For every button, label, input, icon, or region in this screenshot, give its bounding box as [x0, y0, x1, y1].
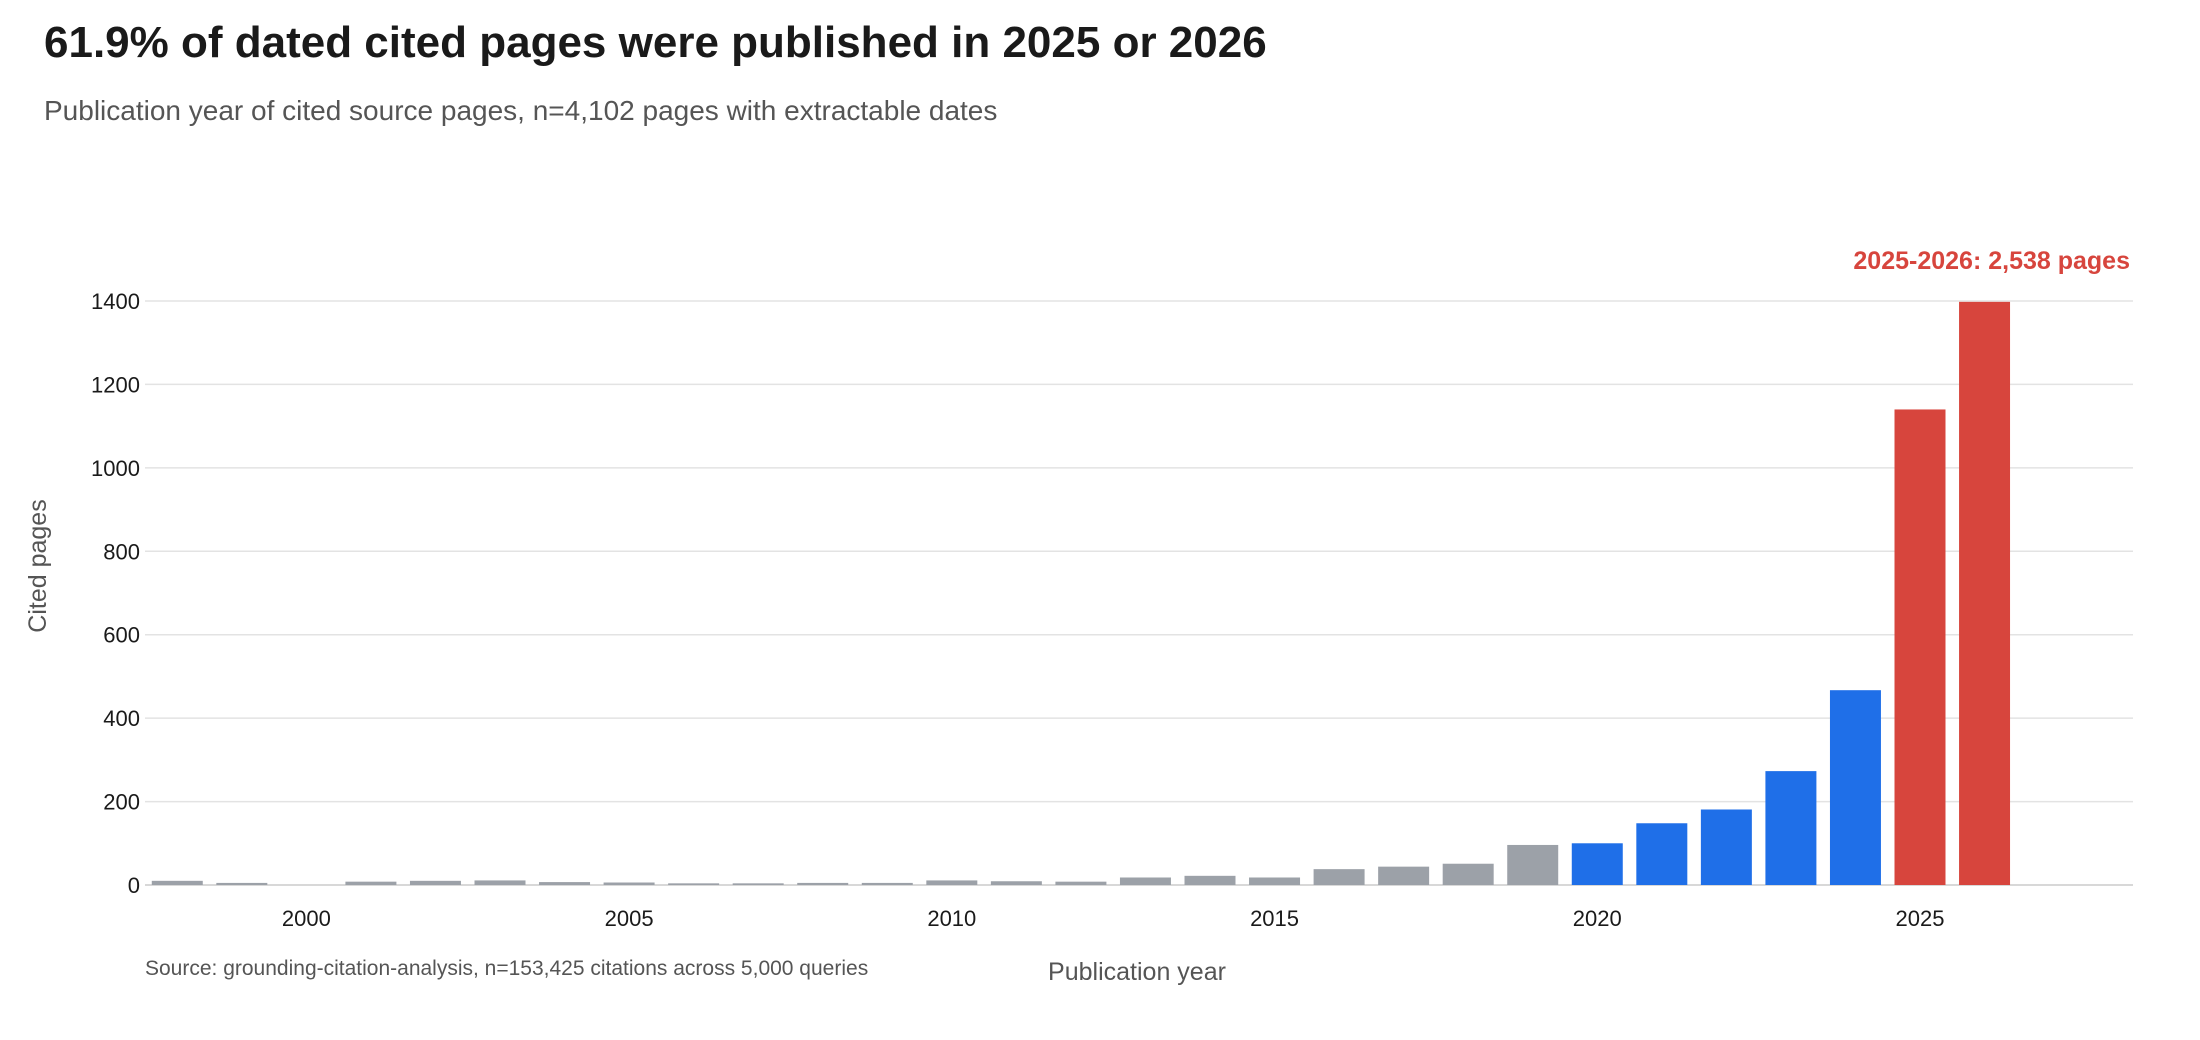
bar-2021	[1636, 823, 1688, 885]
x-tick-label: 2025	[1896, 906, 1945, 931]
y-tick-label: 0	[128, 873, 140, 898]
x-tick-label: 2000	[282, 906, 331, 931]
y-tick-label: 600	[103, 623, 140, 648]
bar-2026	[1959, 301, 2011, 885]
bar-2010	[926, 880, 978, 885]
bar-2002	[409, 880, 461, 885]
bar-2006	[668, 883, 720, 885]
bar-2003	[474, 880, 526, 885]
bar-2015	[1249, 877, 1301, 885]
y-axis-title: Cited pages	[24, 499, 52, 632]
x-tick-label: 2020	[1573, 906, 1622, 931]
y-tick-label: 200	[103, 790, 140, 815]
bar-2004	[539, 882, 591, 885]
bar-2020	[1571, 843, 1623, 885]
x-axis-ticks: 2000 2005 2010 2015 2020 2025	[282, 906, 1945, 931]
bar-2024	[1829, 690, 1881, 885]
bar-2007	[732, 883, 784, 885]
bar-2009	[861, 882, 913, 885]
y-axis-ticks: 0 200 400 600 800 1000 1200 1400	[91, 289, 140, 898]
bars	[151, 301, 2011, 885]
bar-2022	[1700, 809, 1752, 885]
y-tick-label: 1200	[91, 372, 140, 397]
bar-2023	[1765, 771, 1817, 885]
bar-2012	[1055, 881, 1107, 885]
bar-2019	[1507, 844, 1559, 885]
bar-2001	[345, 881, 397, 885]
bar-1999	[216, 882, 268, 885]
y-tick-label: 800	[103, 539, 140, 564]
bar-1998	[151, 880, 203, 885]
bar-2016	[1313, 869, 1365, 885]
bar-2018	[1442, 863, 1494, 885]
bar-2017	[1378, 866, 1430, 885]
gridlines	[145, 300, 2133, 886]
bar-2011	[990, 881, 1042, 885]
bar-2008	[797, 882, 849, 885]
y-tick-label: 1400	[91, 289, 140, 314]
bar-2013	[1119, 877, 1171, 885]
bar-2014	[1184, 875, 1236, 885]
x-tick-label: 2005	[605, 906, 654, 931]
bar-2005	[603, 882, 655, 885]
x-axis-title: Publication year	[1048, 958, 1226, 986]
annotation-label: 2025-2026: 2,538 pages	[1853, 247, 2130, 275]
y-tick-label: 400	[103, 706, 140, 731]
bar-2025	[1894, 409, 1946, 885]
y-tick-label: 1000	[91, 456, 140, 481]
chart-subtitle: Publication year of cited source pages, …	[44, 95, 998, 126]
source-note: Source: grounding-citation-analysis, n=1…	[145, 957, 868, 980]
x-tick-label: 2015	[1250, 906, 1299, 931]
x-tick-label: 2010	[927, 906, 976, 931]
chart-title: 61.9% of dated cited pages were publishe…	[44, 18, 1267, 67]
